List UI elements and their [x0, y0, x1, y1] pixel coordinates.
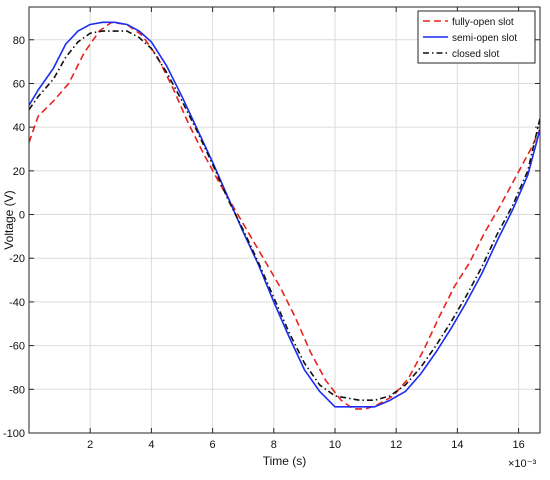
legend: fully-open slot semi-open slot closed slot: [417, 10, 536, 64]
x-tick-label: 16: [512, 439, 524, 451]
series-line-fully-open-slot: [29, 21, 540, 410]
grid: [29, 7, 540, 434]
x-tick-label: 14: [451, 439, 463, 451]
series-line-closed-slot: [29, 30, 540, 402]
x-tick-label: 6: [210, 439, 216, 451]
x-tick-label: 10: [329, 439, 341, 451]
series-line-semi-open-slot: [29, 21, 540, 408]
y-tick-label: 80: [13, 35, 25, 47]
y-tick-label: -80: [9, 384, 25, 396]
y-tick-label: 20: [13, 166, 25, 178]
y-tick-label: -20: [9, 253, 25, 265]
x-tick-label: 8: [271, 439, 277, 451]
x-tick-label: 2: [87, 439, 93, 451]
x-axis-exponent-label: ×10⁻³: [508, 458, 536, 470]
y-tick-label: -100: [3, 428, 25, 440]
y-tick-label: 60: [13, 78, 25, 90]
x-axis-label: Time (s): [263, 454, 307, 468]
y-tick-label: 0: [19, 210, 25, 222]
plot-area-frame: [28, 6, 541, 434]
y-tick-label: -40: [9, 297, 25, 309]
y-tick-label: 40: [13, 122, 25, 134]
x-tick-label: 12: [390, 439, 402, 451]
axis-ticks: 2 4 6 8 10 12 14 16 -100 -80 -60 -40 -20 0 20 40 60 80: [3, 7, 540, 451]
series-lines: [29, 21, 540, 410]
legend-label: semi-open slot: [452, 33, 517, 44]
legend-label: closed slot: [452, 49, 499, 60]
legend-label: fully-open slot: [452, 17, 514, 28]
x-tick-label: 4: [148, 439, 154, 451]
y-tick-label: -60: [9, 341, 25, 353]
y-axis-label: Voltage (V): [2, 190, 16, 249]
